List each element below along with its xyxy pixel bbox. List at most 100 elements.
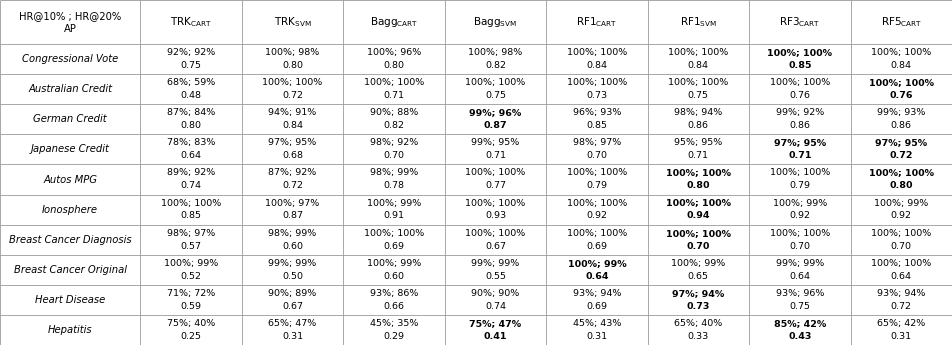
Text: 68%; 59%: 68%; 59% — [167, 78, 215, 87]
Text: 0.50: 0.50 — [282, 272, 303, 280]
Text: 0.72: 0.72 — [891, 302, 912, 311]
Text: 100%; 97%: 100%; 97% — [266, 198, 320, 207]
Text: 100%; 100%: 100%; 100% — [566, 229, 627, 238]
Text: 0.79: 0.79 — [789, 181, 810, 190]
Text: Autos MPG: Autos MPG — [43, 175, 97, 185]
Text: 100%; 100%: 100%; 100% — [869, 168, 934, 177]
Text: 0.52: 0.52 — [181, 272, 202, 280]
Text: 0.75: 0.75 — [789, 302, 810, 311]
Text: 100%; 98%: 100%; 98% — [266, 48, 320, 57]
Text: 0.43: 0.43 — [788, 332, 811, 341]
Text: 100%; 100%: 100%; 100% — [466, 168, 526, 177]
Text: 100%; 100%: 100%; 100% — [871, 229, 931, 238]
Text: 100%; 100%: 100%; 100% — [769, 78, 830, 87]
Text: 0.91: 0.91 — [384, 211, 405, 220]
Text: 71%; 72%: 71%; 72% — [167, 289, 215, 298]
Text: 99%; 93%: 99%; 93% — [877, 108, 925, 117]
Text: 89%; 92%: 89%; 92% — [167, 168, 215, 177]
Text: 100%; 100%: 100%; 100% — [466, 198, 526, 207]
Text: 0.84: 0.84 — [891, 61, 912, 70]
Text: 0.67: 0.67 — [485, 241, 506, 250]
Text: $\mathrm{RF1}_{{\mathrm{SVM}}}$: $\mathrm{RF1}_{{\mathrm{SVM}}}$ — [680, 15, 717, 29]
Text: 100%; 100%: 100%; 100% — [871, 48, 931, 57]
Text: 0.92: 0.92 — [891, 211, 912, 220]
Text: Congressional Vote: Congressional Vote — [22, 54, 118, 64]
Text: 0.74: 0.74 — [181, 181, 202, 190]
Text: 97%; 95%: 97%; 95% — [875, 138, 927, 147]
Text: 45%; 43%: 45%; 43% — [573, 319, 621, 328]
Text: 0.92: 0.92 — [586, 211, 607, 220]
Text: 100%; 99%: 100%; 99% — [367, 198, 421, 207]
Text: 100%; 99%: 100%; 99% — [164, 259, 218, 268]
Text: 100%; 100%: 100%; 100% — [263, 78, 323, 87]
Text: 0.31: 0.31 — [891, 332, 912, 341]
Text: 99%; 99%: 99%; 99% — [268, 259, 317, 268]
Text: 100%; 100%: 100%; 100% — [871, 259, 931, 268]
Text: 0.29: 0.29 — [384, 332, 405, 341]
Text: 0.31: 0.31 — [586, 332, 607, 341]
Text: 99%; 99%: 99%; 99% — [471, 259, 520, 268]
Text: 0.84: 0.84 — [586, 61, 607, 70]
Text: 100%; 100%: 100%; 100% — [161, 198, 221, 207]
Text: 65%; 47%: 65%; 47% — [268, 319, 317, 328]
Text: German Credit: German Credit — [33, 115, 107, 124]
Text: 0.75: 0.75 — [181, 61, 202, 70]
Text: 100%; 100%: 100%; 100% — [364, 229, 424, 238]
Text: 0.82: 0.82 — [384, 121, 405, 130]
Text: 100%; 98%: 100%; 98% — [468, 48, 523, 57]
Text: 65%; 42%: 65%; 42% — [877, 319, 925, 328]
Text: 0.60: 0.60 — [384, 272, 405, 280]
Text: 100%; 100%: 100%; 100% — [566, 168, 627, 177]
Text: 0.85: 0.85 — [181, 211, 202, 220]
Text: 98%; 99%: 98%; 99% — [370, 168, 418, 177]
Text: AP: AP — [64, 24, 76, 34]
Text: 100%; 99%: 100%; 99% — [671, 259, 725, 268]
Text: Breast Cancer Diagnosis: Breast Cancer Diagnosis — [9, 235, 131, 245]
Text: 0.41: 0.41 — [484, 332, 507, 341]
Text: 100%; 99%: 100%; 99% — [874, 198, 928, 207]
Text: HR@10% ; HR@20%: HR@10% ; HR@20% — [19, 11, 121, 21]
Text: 0.86: 0.86 — [688, 121, 709, 130]
Text: 0.68: 0.68 — [282, 151, 303, 160]
Text: 0.80: 0.80 — [282, 61, 303, 70]
Text: 99%; 96%: 99%; 96% — [469, 108, 522, 117]
Text: 0.86: 0.86 — [789, 121, 810, 130]
Text: 78%; 83%: 78%; 83% — [167, 138, 215, 147]
Text: 93%; 96%: 93%; 96% — [776, 289, 824, 298]
Text: 93%; 94%: 93%; 94% — [573, 289, 621, 298]
Text: 100%; 99%: 100%; 99% — [773, 198, 827, 207]
Text: 99%; 95%: 99%; 95% — [471, 138, 520, 147]
Text: Australian Credit: Australian Credit — [29, 84, 112, 94]
Text: 0.69: 0.69 — [384, 241, 405, 250]
Text: 90%; 90%: 90%; 90% — [471, 289, 520, 298]
Text: $\mathrm{TRK}_{{\mathrm{SVM}}}$: $\mathrm{TRK}_{{\mathrm{SVM}}}$ — [273, 15, 311, 29]
Text: Hepatitis: Hepatitis — [48, 325, 92, 335]
Text: 100%; 100%: 100%; 100% — [566, 198, 627, 207]
Text: 0.60: 0.60 — [282, 241, 303, 250]
Text: 0.87: 0.87 — [282, 211, 303, 220]
Text: 0.70: 0.70 — [384, 151, 405, 160]
Text: 0.78: 0.78 — [384, 181, 405, 190]
Text: 100%; 100%: 100%; 100% — [767, 48, 832, 57]
Text: 0.57: 0.57 — [181, 241, 202, 250]
Text: 98%; 92%: 98%; 92% — [370, 138, 418, 147]
Text: 0.93: 0.93 — [485, 211, 506, 220]
Text: 100%; 100%: 100%; 100% — [566, 78, 627, 87]
Text: 0.75: 0.75 — [688, 91, 709, 100]
Text: 0.87: 0.87 — [484, 121, 507, 130]
Text: 90%; 89%: 90%; 89% — [268, 289, 317, 298]
Text: 0.67: 0.67 — [282, 302, 303, 311]
Text: 0.73: 0.73 — [686, 302, 710, 311]
Text: 0.74: 0.74 — [485, 302, 506, 311]
Text: 0.48: 0.48 — [181, 91, 202, 100]
Text: 100%; 100%: 100%; 100% — [665, 168, 731, 177]
Text: 93%; 94%: 93%; 94% — [877, 289, 925, 298]
Text: 0.71: 0.71 — [485, 151, 506, 160]
Text: Ionosphere: Ionosphere — [42, 205, 98, 215]
Text: 0.70: 0.70 — [891, 241, 912, 250]
Text: 100%; 100%: 100%; 100% — [364, 78, 424, 87]
Text: 0.77: 0.77 — [485, 181, 506, 190]
Text: 0.70: 0.70 — [586, 151, 607, 160]
Text: Heart Disease: Heart Disease — [35, 295, 106, 305]
Text: $\mathrm{TRK}_{{\mathrm{CART}}}$: $\mathrm{TRK}_{{\mathrm{CART}}}$ — [170, 15, 212, 29]
